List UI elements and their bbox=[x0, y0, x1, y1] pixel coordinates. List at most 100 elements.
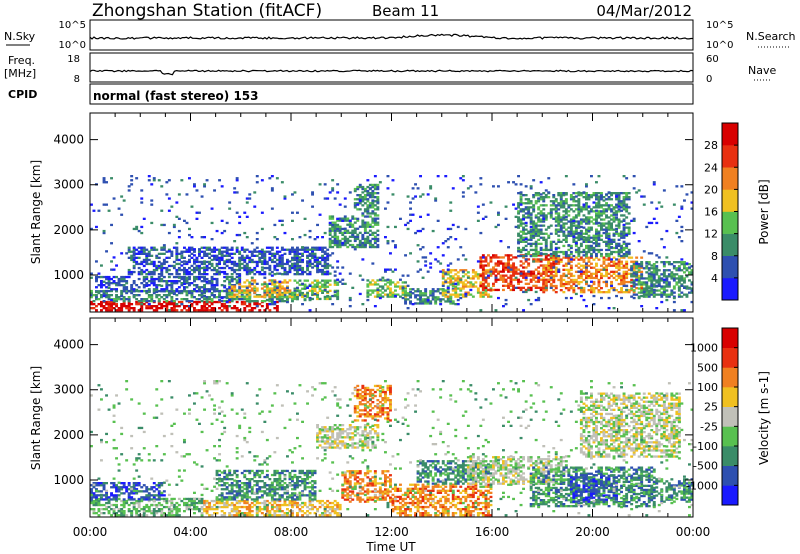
power-cell bbox=[193, 266, 196, 270]
power-cell bbox=[142, 258, 146, 262]
power-cell bbox=[248, 258, 252, 262]
power-cell bbox=[130, 179, 134, 182]
power-cell bbox=[105, 275, 109, 279]
power-cell bbox=[203, 266, 207, 269]
power-cell bbox=[557, 214, 561, 217]
power-cell bbox=[346, 231, 350, 234]
power-cell bbox=[635, 262, 639, 265]
power-cell bbox=[336, 291, 340, 294]
power-cell bbox=[519, 274, 523, 277]
power-cell bbox=[645, 262, 649, 265]
power-cell bbox=[577, 254, 581, 258]
power-cell bbox=[557, 192, 561, 195]
power-cell bbox=[193, 307, 196, 310]
power-cell bbox=[373, 305, 377, 308]
power-cell bbox=[620, 291, 624, 294]
power-cell bbox=[587, 270, 591, 273]
power-cell bbox=[519, 280, 523, 283]
power-cell bbox=[622, 236, 626, 239]
power-cell bbox=[683, 277, 686, 280]
power-cell bbox=[220, 246, 224, 249]
power-cell bbox=[476, 287, 480, 290]
power-cell bbox=[127, 307, 131, 310]
power-cell bbox=[351, 245, 355, 249]
power-cell bbox=[592, 236, 596, 239]
power-cell bbox=[502, 256, 505, 259]
power-cell bbox=[512, 203, 516, 206]
power-cell bbox=[481, 278, 485, 281]
power-cell bbox=[456, 271, 460, 274]
power-cell bbox=[527, 262, 531, 265]
power-cell bbox=[537, 208, 541, 211]
power-cell bbox=[652, 217, 656, 220]
power-cell bbox=[185, 250, 189, 253]
power-cell bbox=[175, 268, 179, 272]
power-cell bbox=[635, 283, 639, 286]
power-cell bbox=[316, 236, 320, 239]
power-cell bbox=[122, 277, 126, 281]
velocity-cell bbox=[90, 508, 93, 511]
power-cell bbox=[268, 272, 272, 275]
power-cell bbox=[539, 232, 543, 235]
power-cell bbox=[316, 248, 320, 251]
power-cell bbox=[301, 295, 305, 299]
power-cell bbox=[527, 272, 531, 275]
power-cell bbox=[157, 252, 161, 255]
velocity-cell bbox=[175, 501, 179, 505]
power-cell bbox=[567, 262, 571, 265]
power-cell bbox=[248, 266, 252, 270]
power-cell bbox=[371, 202, 375, 205]
velocity-cell bbox=[90, 492, 93, 495]
power-cell bbox=[165, 181, 169, 184]
power-cell bbox=[152, 273, 156, 276]
power-cell bbox=[429, 187, 433, 190]
power-cell bbox=[574, 244, 578, 248]
power-cell bbox=[356, 217, 360, 220]
power-cell bbox=[263, 281, 267, 284]
power-cell bbox=[268, 298, 272, 301]
power-cell bbox=[587, 212, 591, 215]
power-cell bbox=[569, 228, 573, 231]
power-cell bbox=[205, 288, 209, 291]
power-cell bbox=[640, 270, 644, 273]
power-cell bbox=[610, 287, 614, 290]
power-cell bbox=[522, 202, 526, 205]
power-cell bbox=[306, 279, 310, 282]
power-cell bbox=[125, 307, 129, 310]
power-cell bbox=[532, 242, 536, 245]
power-cell bbox=[655, 261, 659, 264]
power-cell bbox=[193, 260, 196, 264]
power-cell bbox=[617, 208, 621, 211]
power-cell bbox=[524, 228, 528, 231]
power-cell bbox=[363, 223, 367, 226]
power-cell bbox=[647, 291, 651, 294]
power-cell bbox=[554, 198, 558, 201]
power-cell bbox=[368, 239, 372, 243]
power-cell bbox=[652, 265, 656, 268]
power-cell bbox=[348, 231, 352, 234]
power-cell bbox=[223, 260, 227, 263]
power-cell bbox=[585, 220, 588, 223]
power-cell bbox=[180, 291, 184, 295]
power-cell bbox=[592, 234, 596, 237]
power-cell bbox=[361, 219, 365, 222]
power-cell bbox=[230, 252, 234, 255]
power-cell bbox=[115, 305, 119, 308]
power-cell bbox=[552, 284, 556, 288]
power-cell bbox=[431, 290, 435, 293]
power-cell bbox=[479, 183, 483, 186]
power-cell bbox=[188, 260, 191, 264]
power-cell bbox=[165, 300, 169, 303]
power-cell bbox=[273, 268, 277, 271]
power-cell bbox=[677, 265, 681, 268]
power-cell bbox=[567, 280, 571, 284]
sky-strip-frame bbox=[89, 19, 694, 51]
power-cell bbox=[145, 277, 149, 281]
power-cell bbox=[230, 290, 234, 293]
power-cell bbox=[677, 268, 681, 271]
power-cell bbox=[507, 266, 511, 269]
power-cell bbox=[268, 246, 272, 249]
power-cell bbox=[519, 183, 523, 186]
power-cell bbox=[157, 307, 161, 310]
power-cell bbox=[371, 212, 375, 215]
